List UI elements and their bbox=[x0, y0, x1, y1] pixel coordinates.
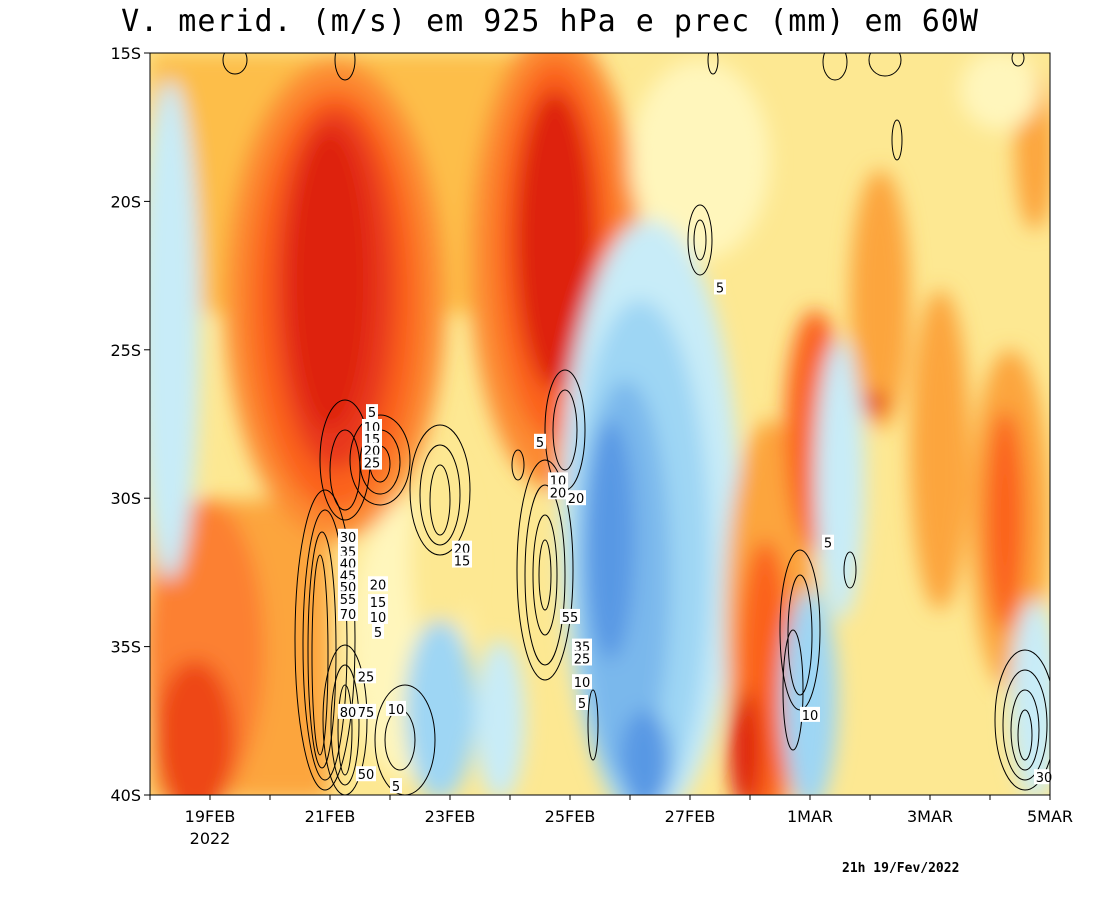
contour-label: 70 bbox=[340, 608, 357, 623]
contour-label-bg bbox=[572, 674, 592, 690]
contour-label-bg bbox=[356, 668, 376, 684]
y-tick-label: 40S bbox=[110, 786, 141, 805]
shaded-field bbox=[150, 53, 1050, 795]
contour-cluster-feb27 bbox=[587, 204, 713, 761]
contour-label: 5 bbox=[824, 537, 832, 552]
contour-label: 5 bbox=[374, 626, 382, 641]
contour-label: 20 bbox=[550, 486, 567, 501]
contour-label-bg bbox=[390, 778, 402, 794]
x-tick-label: 3MAR bbox=[907, 807, 953, 826]
contour-label: 5 bbox=[536, 436, 544, 451]
contour-label: 10 bbox=[574, 676, 591, 691]
contour-label: 25 bbox=[364, 457, 381, 472]
contour-label: 55 bbox=[340, 593, 357, 608]
x-tick-label: 5MAR bbox=[1027, 807, 1073, 826]
contour-label: 5 bbox=[716, 281, 724, 296]
contour-label: 25 bbox=[574, 652, 591, 667]
contour-label-bg bbox=[548, 484, 568, 500]
contour-label-bg bbox=[338, 703, 358, 719]
x-tick-sublabel: 2022 bbox=[190, 829, 231, 848]
contour-label-bg bbox=[452, 540, 472, 556]
contour-label: 15 bbox=[454, 555, 471, 570]
chart-title: V. merid. (m/s) em 925 hPa e prec (mm) e… bbox=[121, 4, 979, 39]
x-tick-label: 19FEB bbox=[185, 807, 236, 826]
contour-label-bg bbox=[366, 404, 378, 420]
contour-label: 5 bbox=[578, 697, 586, 712]
contour-label: 75 bbox=[358, 706, 375, 721]
x-tick-label: 27FEB bbox=[665, 807, 716, 826]
contour-label-bg bbox=[714, 279, 726, 295]
y-tick-label: 25S bbox=[110, 341, 141, 360]
plot-frame bbox=[149, 52, 1051, 796]
contour-label-bg bbox=[548, 472, 568, 488]
contour-label-bg bbox=[566, 490, 586, 506]
contour-label-bg bbox=[372, 623, 384, 639]
contour-label-bg bbox=[362, 430, 382, 446]
contour-label: 10 bbox=[802, 709, 819, 724]
x-tick-label: 21FEB bbox=[305, 807, 356, 826]
contour-label-bg bbox=[362, 454, 382, 470]
contour-label-bg bbox=[368, 608, 388, 624]
contour-top-edge bbox=[222, 53, 1025, 81]
contour-label-bg bbox=[572, 650, 592, 666]
contour-cluster-mar5 bbox=[994, 649, 1050, 791]
contour-label-bg bbox=[452, 552, 472, 568]
contour-label-bg bbox=[356, 766, 376, 782]
y-tick-label: 20S bbox=[110, 192, 141, 211]
timestamp: 21h 19/Fev/2022 bbox=[842, 861, 960, 876]
x-axis: 19FEB 2022 21FEB 23FEB 25FEB 27FEB 1MAR 3MAR 5MA… bbox=[149, 795, 1073, 848]
contour-label-bg bbox=[1034, 769, 1054, 785]
contour-label: 5 bbox=[368, 406, 376, 421]
y-tick-label: 15S bbox=[110, 44, 141, 63]
contour-label: 10 bbox=[370, 611, 387, 626]
contour-label-bg bbox=[572, 638, 592, 654]
contour-label-bg bbox=[362, 442, 382, 458]
contour-label-bg bbox=[338, 579, 358, 595]
x-tick-label: 23FEB bbox=[425, 807, 476, 826]
contour-label-bg bbox=[800, 706, 820, 722]
contour-cluster-mar1 bbox=[779, 119, 903, 751]
y-tick-label: 35S bbox=[110, 638, 141, 657]
x-tick-label: 25FEB bbox=[545, 807, 596, 826]
contour-label-bg bbox=[362, 418, 382, 434]
contour-label-bg bbox=[338, 567, 358, 583]
contour-label-bg bbox=[356, 703, 376, 719]
contour-label-bg bbox=[338, 543, 358, 559]
contour-label-bg bbox=[338, 555, 358, 571]
contour-label: 55 bbox=[562, 611, 579, 626]
contour-label-bg bbox=[386, 700, 406, 716]
contour-label: 10 bbox=[388, 703, 405, 718]
contour-label: 25 bbox=[358, 670, 375, 685]
contour-cluster-feb21 bbox=[294, 399, 371, 795]
contour-label: 20 bbox=[370, 578, 387, 593]
contour-label-bg bbox=[338, 591, 358, 607]
contour-label-bg bbox=[534, 433, 546, 449]
contour-label: 30 bbox=[1036, 771, 1053, 786]
contour-label: 5 bbox=[392, 780, 400, 795]
contour-label: 30 bbox=[340, 531, 357, 546]
contour-label-bg bbox=[822, 534, 834, 550]
contour-label-bg bbox=[576, 694, 588, 710]
contour-label-bg bbox=[368, 594, 388, 610]
y-tick-label: 30S bbox=[110, 489, 141, 508]
contour-label-bg bbox=[338, 605, 358, 621]
precip-contours bbox=[222, 53, 1050, 795]
contour-label: 20 bbox=[568, 492, 585, 507]
contour-label: 50 bbox=[358, 768, 375, 783]
contour-label-bg bbox=[560, 608, 580, 624]
contour-label: 15 bbox=[370, 596, 387, 611]
contour-label-bg bbox=[338, 528, 358, 544]
x-tick-label: 1MAR bbox=[787, 807, 833, 826]
contour-label-bg bbox=[368, 576, 388, 592]
contour-cluster-feb23 bbox=[409, 424, 471, 556]
y-axis: 15S 20S 25S 30S 35S 40S bbox=[110, 44, 150, 805]
contour-label: 80 bbox=[340, 706, 357, 721]
